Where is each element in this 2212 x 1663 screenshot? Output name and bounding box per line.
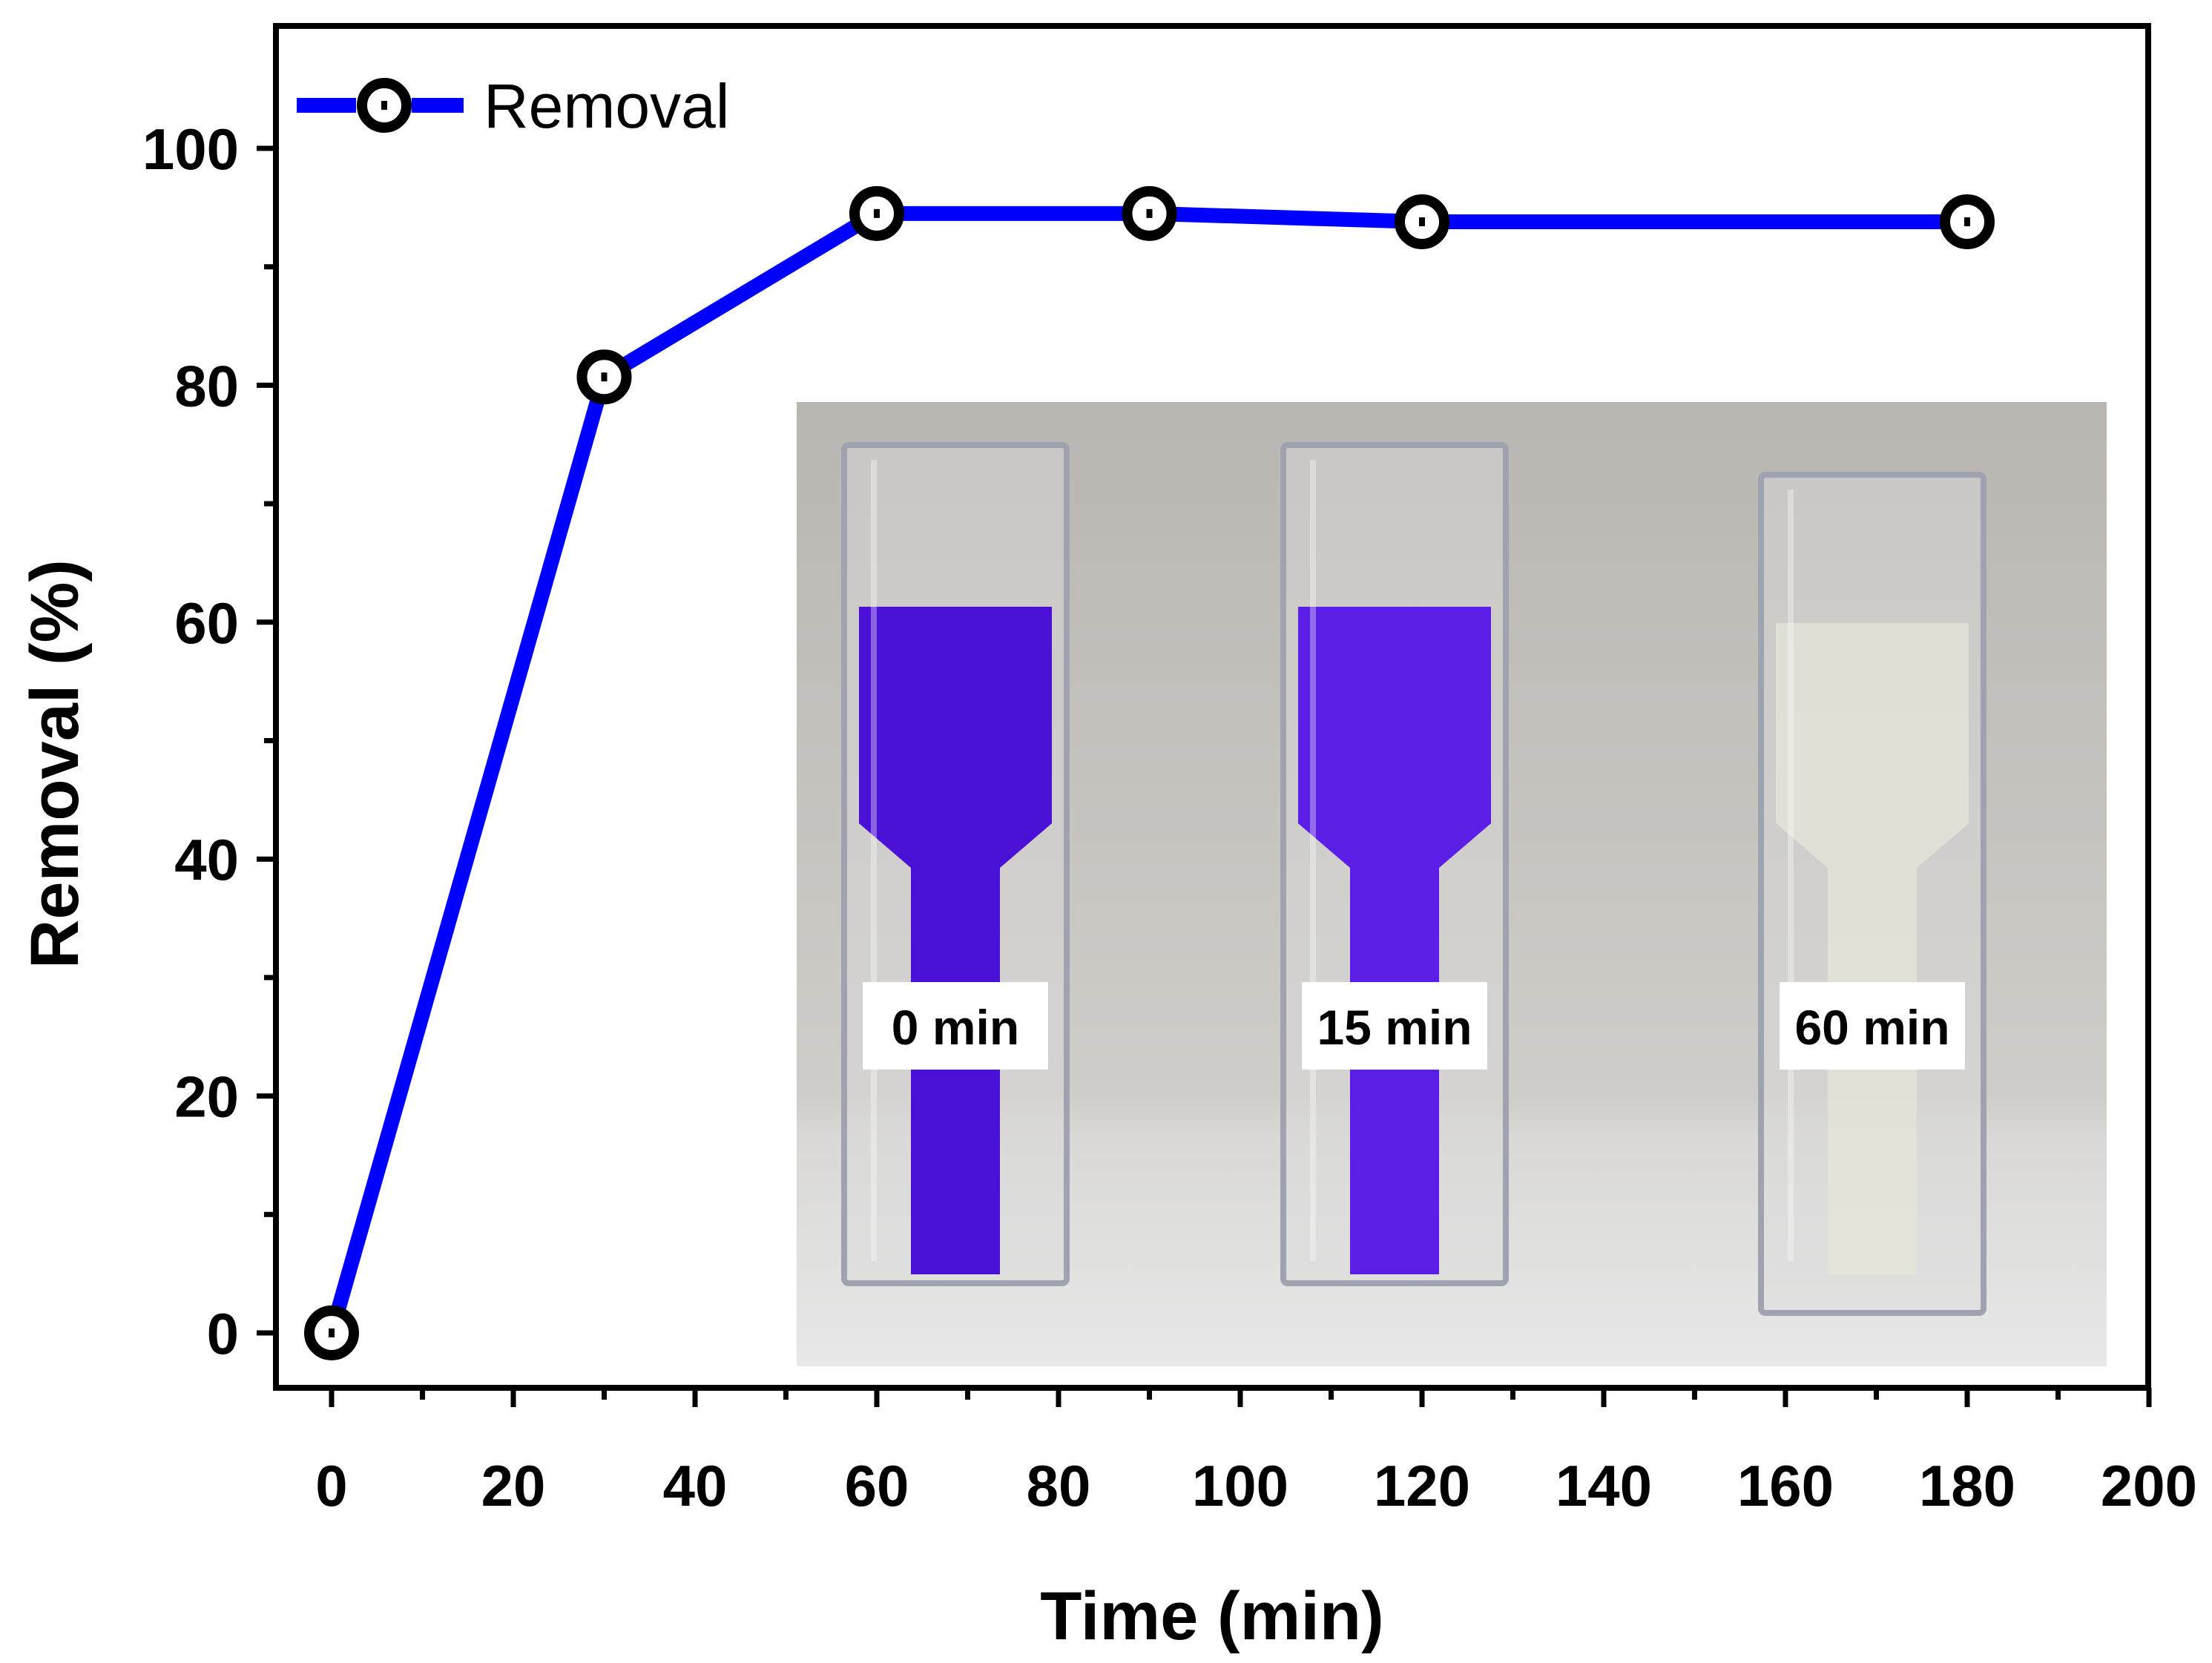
plot-frame (273, 23, 2151, 1391)
cuvette-label-box (1302, 982, 1487, 1070)
y-tick-label: 20 (174, 1064, 239, 1130)
data-point-dot (1146, 208, 1153, 218)
cuvette-label-box (1780, 982, 1965, 1070)
x-tick-label: 200 (2101, 1453, 2197, 1518)
data-point-dot (1419, 217, 1425, 227)
legend-marker-dot (381, 101, 387, 110)
y-tick-label: 40 (174, 827, 239, 892)
x-tick-label: 40 (663, 1453, 728, 1518)
x-tick-label: 80 (1027, 1453, 1091, 1518)
data-point-dot (601, 372, 608, 382)
inset-photo: 0 min 15 min 60 min (797, 402, 2107, 1366)
x-tick-label: 160 (1737, 1453, 1834, 1518)
cuvette-label: 60 min (1794, 1000, 1949, 1055)
cuvette: 0 min (841, 442, 1070, 1286)
axis-ticks (257, 145, 2152, 1407)
y-tick-label: 0 (207, 1301, 239, 1366)
x-tick-label: 20 (481, 1453, 546, 1518)
x-tick-label: 180 (1919, 1453, 2015, 1518)
x-tick-labels: 0 20 40 60 80 100 120 140 160 180 200 (315, 1453, 2197, 1518)
series-markers (304, 185, 1995, 1360)
x-tick-label: 140 (1556, 1453, 1652, 1518)
series-line-removal (324, 205, 1967, 1335)
legend-label: Removal (484, 71, 729, 141)
x-tick-label: 100 (1192, 1453, 1288, 1518)
data-point-dot (329, 1328, 335, 1337)
cuvette-label: 15 min (1317, 1000, 1472, 1055)
y-tick-labels: 0 20 40 60 80 100 (142, 116, 239, 1366)
cuvette-label: 0 min (892, 1000, 1019, 1055)
data-point-dot (874, 208, 880, 218)
data-point-dot (1964, 217, 1970, 227)
y-tick-label: 80 (174, 353, 239, 418)
legend: Removal (297, 71, 729, 141)
y-tick-label: 100 (142, 116, 239, 182)
cuvette: 60 min (1758, 472, 1986, 1316)
cuvette-liquid (859, 607, 1052, 1274)
x-tick-label: 0 (315, 1453, 347, 1518)
cuvette-label-box (863, 982, 1048, 1070)
x-tick-label: 60 (845, 1453, 909, 1518)
cuvette-liquid (1298, 607, 1491, 1274)
y-tick-label: 60 (174, 590, 239, 656)
cuvette: 15 min (1280, 442, 1509, 1286)
x-tick-label: 120 (1374, 1453, 1470, 1518)
cuvette-liquid (1776, 623, 1969, 1274)
y-axis-label: Removal (%) (17, 559, 93, 969)
x-axis-label: Time (min) (1040, 1578, 1383, 1654)
